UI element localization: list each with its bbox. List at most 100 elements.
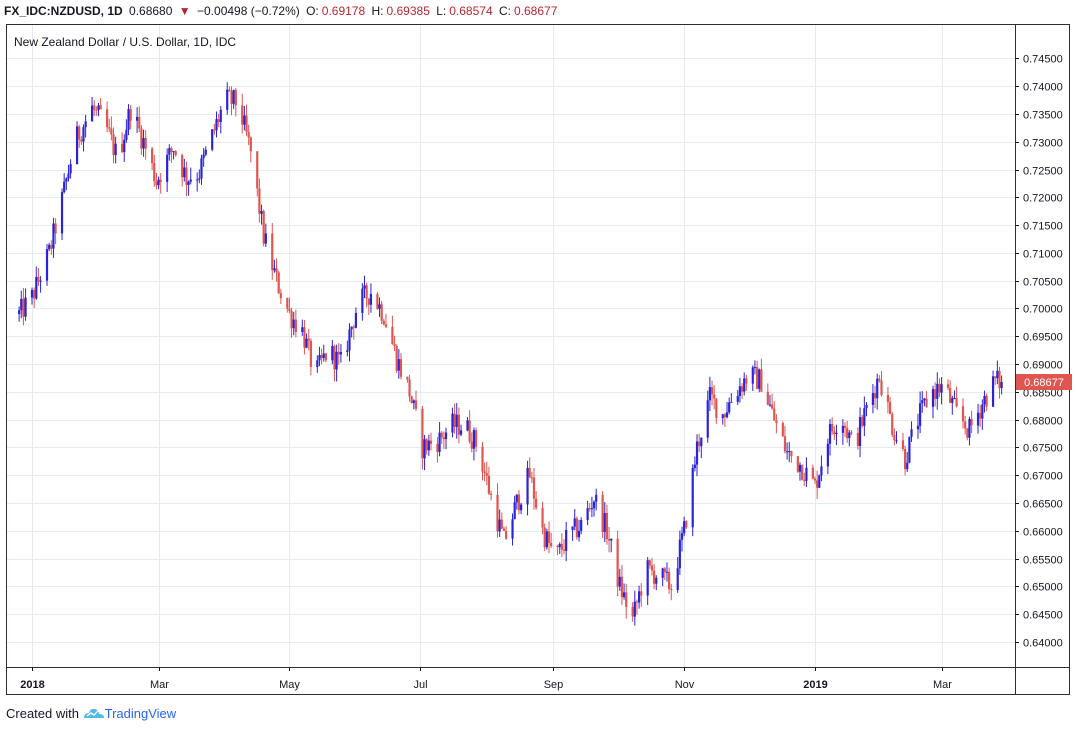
created-with-text: Created with [6,706,79,721]
candle-down [309,340,312,367]
candle-down [151,148,154,164]
candle-up [348,329,351,351]
candle-up [592,501,596,509]
last-price: 0.68680 [129,4,173,18]
candle-up [706,400,709,438]
low-value: 0.68574 [449,4,493,18]
candle-down [528,467,531,478]
candle-up [301,327,304,333]
candle-down [831,424,834,432]
candle-up [622,592,626,598]
candle-up [354,312,358,328]
candle-down [307,338,310,341]
candle-down [365,285,368,299]
candle-up [700,437,703,447]
candle-down [78,126,81,140]
candle-down [938,383,941,393]
candle-up [678,539,681,569]
grid-lines [7,25,1014,667]
candle-down [256,151,259,189]
candle-up [936,383,939,399]
candle-up [513,502,516,520]
candle-up [586,508,589,521]
candle-down [886,395,890,403]
candle-down [391,326,394,345]
candle-down [155,181,158,186]
time-tick-label: Mar [933,679,952,691]
candle-up [545,531,548,548]
candle-up [498,519,501,532]
candle-down [442,437,445,440]
candle-up [665,571,669,573]
candle-up [52,223,55,249]
price-tick-label: 0.73000 [1023,138,1063,150]
change-down-arrow-icon: ▼ [178,4,191,18]
candle-down [625,592,628,607]
last-price-label: 0.68677 [1024,377,1064,389]
candle-up [24,297,27,317]
candle-down [483,471,486,474]
candle-down [275,268,278,273]
candle-down [961,406,965,422]
candle-up [423,439,426,459]
candle-up [346,350,349,352]
price-tick-label: 0.72000 [1023,193,1063,205]
candle-up [646,560,649,596]
time-axis[interactable]: 2018 Mar May Jul Sep Nov 2019 Mar [20,667,952,691]
candle-up [472,430,476,449]
candle-up [215,119,218,131]
candle-down [185,167,188,185]
candle-down [320,355,323,359]
candle-up [451,413,454,433]
price-tick-label: 0.67000 [1023,471,1063,483]
candle-up [610,538,613,541]
candle-down [50,244,53,249]
candle-down [174,151,177,156]
candle-up [125,129,128,140]
candle-up [981,404,984,419]
candle-down [95,109,98,111]
candle-down [903,448,907,470]
candle-up [39,280,42,282]
candle-up [565,530,568,551]
candle-up [573,518,576,527]
candle-down [605,512,609,539]
candle-down [723,414,727,418]
candle-down [532,477,536,499]
tradingview-attribution[interactable]: Created with TradingView [6,704,176,724]
candle-down [129,109,132,121]
candle-up [676,568,679,590]
candle-down [376,293,379,309]
candle-down [878,378,881,381]
price-axis[interactable]: 0.74500 0.74000 0.73500 0.73000 0.72500 0.720… [1015,54,1063,650]
candle-down [138,116,141,129]
candle-down [352,326,355,328]
candle-up [916,425,920,430]
high-label: H: [371,4,384,18]
candle-up [211,129,214,150]
candle-up [976,412,980,426]
candle-down [105,109,109,128]
candle-down [228,89,231,92]
candle-down [698,441,701,447]
candle-down [144,138,147,149]
candle-down [979,412,982,419]
candle-down [110,128,113,135]
candle-down [37,276,40,282]
candle-up [350,326,353,330]
candle-down [588,508,591,510]
candle-down [560,543,563,550]
candle-up [260,211,263,214]
symbol-name[interactable]: FX_IDC:NZDUSD, 1D [4,4,123,18]
candle-up [919,403,922,426]
candle-up [590,508,593,510]
candle-down [54,223,57,234]
candle-up [166,154,169,182]
candle-down [247,131,250,138]
candle-down [159,179,162,182]
candle-up [378,304,381,309]
candle-up [895,440,898,442]
candle-down [487,475,491,494]
candle-down [249,137,252,152]
